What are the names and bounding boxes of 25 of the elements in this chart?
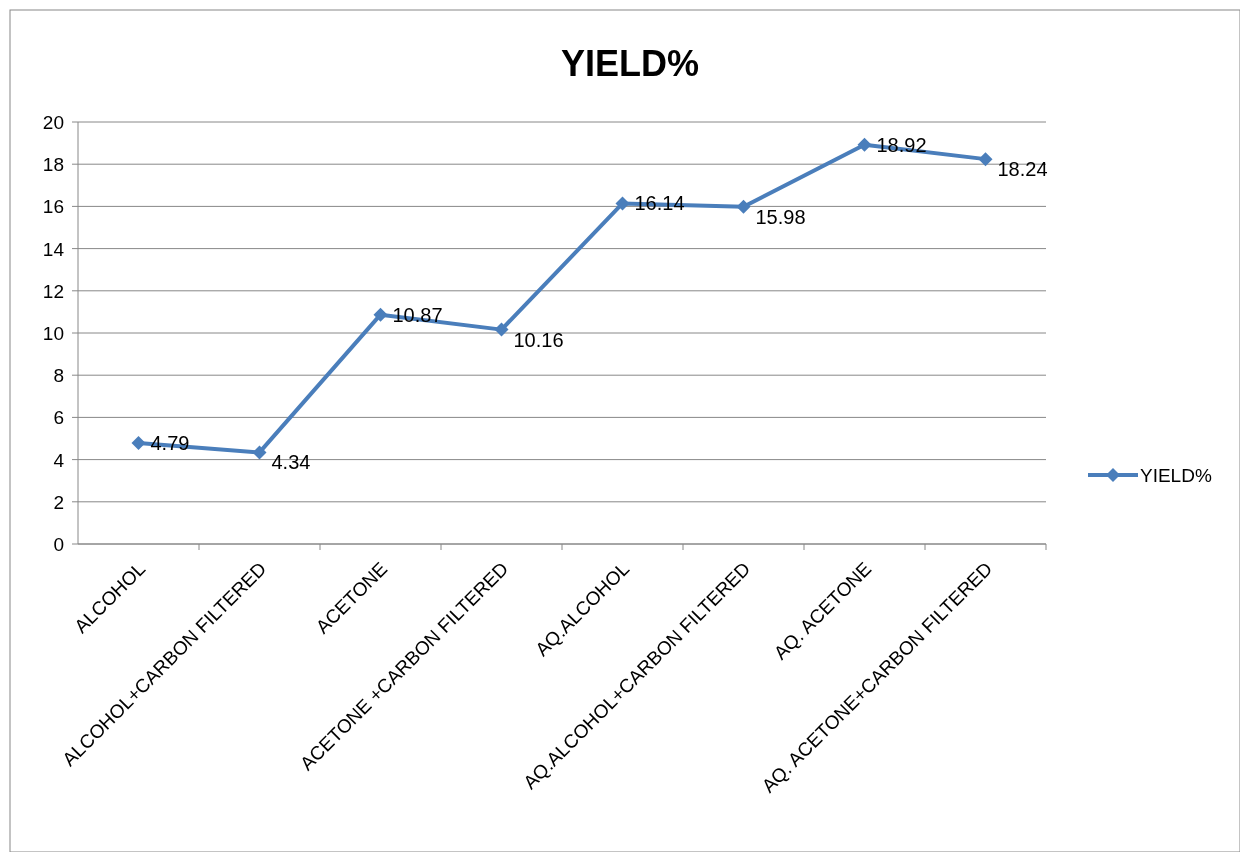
legend-label: YIELD% xyxy=(1140,465,1212,486)
y-tick-label: 20 xyxy=(42,112,64,133)
chart-title: YIELD% xyxy=(560,43,700,84)
y-tick-label: 0 xyxy=(53,534,64,555)
y-tick-label: 14 xyxy=(42,238,65,260)
data-label: 10.16 xyxy=(513,328,564,351)
y-tick-label: 6 xyxy=(53,407,64,429)
point xyxy=(857,137,872,152)
point xyxy=(978,152,993,167)
data-label: 18.24 xyxy=(997,158,1048,181)
y-tick-label: 2 xyxy=(53,491,64,513)
y-tick-label: 16 xyxy=(42,196,64,218)
point xyxy=(252,445,267,460)
data-label: 15.98 xyxy=(755,205,806,228)
point xyxy=(736,199,751,214)
data-label: 4.34 xyxy=(271,451,311,474)
point xyxy=(615,196,630,211)
y-tick-label: 4 xyxy=(53,449,65,471)
y-tick-label: 12 xyxy=(42,280,64,302)
point xyxy=(131,435,146,450)
y-tick-label: 18 xyxy=(42,154,64,176)
y-tick-label: 8 xyxy=(53,365,64,387)
point xyxy=(494,322,509,337)
point xyxy=(373,307,388,322)
y-tick-label: 10 xyxy=(42,323,64,344)
